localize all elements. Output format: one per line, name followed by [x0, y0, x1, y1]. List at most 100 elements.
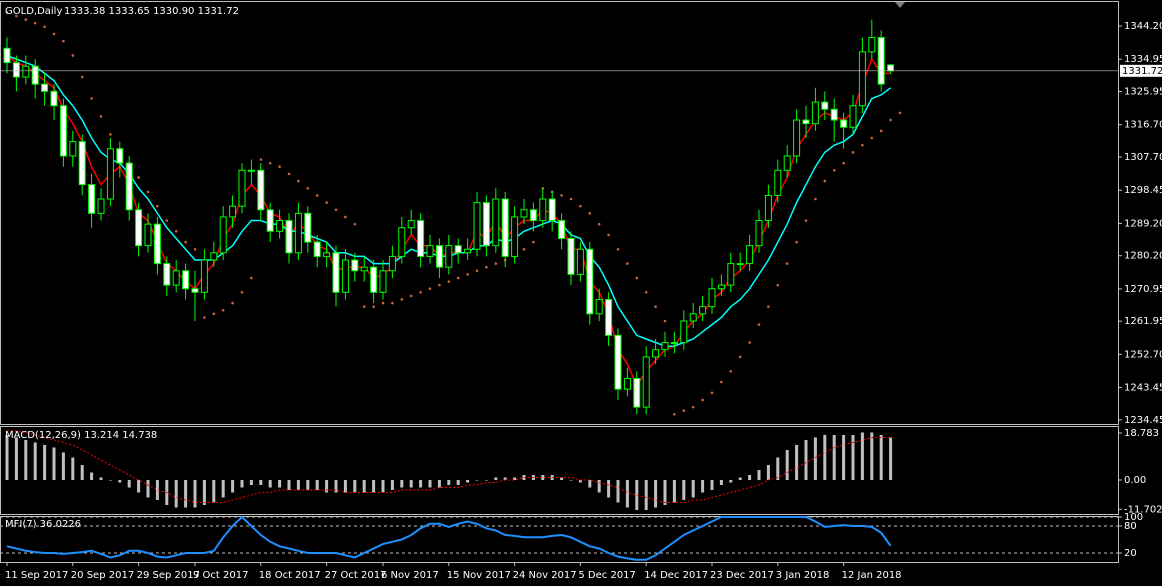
sar-dot	[795, 240, 798, 244]
candle-body	[313, 241, 321, 257]
quote: 1333.38 1333.65 1330.90 1331.72	[64, 6, 239, 17]
candle-body	[182, 270, 190, 290]
y-tick-label: 1280.20	[1124, 251, 1162, 262]
macd-bar	[541, 474, 545, 480]
macd-bar	[43, 444, 47, 480]
sar-dot	[720, 380, 723, 384]
candle-body	[877, 37, 885, 85]
candle-body	[59, 105, 67, 157]
candle-body	[3, 47, 11, 64]
candle-body	[219, 216, 227, 254]
sar-dot	[297, 179, 300, 183]
sar-dot	[654, 305, 657, 308]
candle-body	[106, 148, 114, 200]
sar-dot	[24, 18, 28, 21]
macd-signal	[6, 429, 891, 503]
sar-dot	[785, 262, 789, 265]
sar-dot	[663, 319, 667, 323]
candle-body	[22, 65, 30, 78]
sar-dot	[588, 212, 592, 215]
macd-bar	[268, 479, 272, 488]
macd-bar	[823, 434, 827, 480]
macd-bar	[71, 457, 75, 480]
candle-body	[445, 245, 453, 268]
sar-dot	[306, 186, 310, 190]
sar-dot	[372, 305, 375, 308]
sar-dot	[278, 165, 281, 169]
candle-body	[294, 212, 302, 254]
candle-body	[210, 252, 218, 261]
sar-dot	[701, 398, 704, 402]
macd-bar	[757, 469, 761, 480]
macd-bar	[353, 479, 357, 493]
sar-dot	[62, 39, 65, 43]
candle-body	[285, 220, 293, 254]
candle-body	[849, 105, 857, 128]
candle-body	[398, 227, 406, 257]
sar-dot	[52, 32, 56, 36]
sar-dot	[851, 151, 855, 154]
candle-body	[78, 141, 86, 186]
macd-bar	[851, 434, 855, 480]
sar-dot	[15, 14, 18, 18]
sar-dot	[137, 176, 140, 179]
y-tick-label: 18.783	[1124, 428, 1159, 439]
candle-body	[163, 263, 171, 286]
y-tick-label: 1334.95	[1124, 54, 1162, 65]
x-tick-label: 6 Nov 2017	[381, 570, 439, 581]
sar-dot	[607, 233, 610, 237]
y-tick-label: 1289.20	[1124, 218, 1162, 229]
macd-bar	[249, 479, 253, 485]
candle-body	[868, 37, 876, 53]
macd-bar	[231, 479, 235, 493]
candle-body	[69, 141, 77, 157]
candle-body	[144, 223, 152, 247]
candle-body	[464, 248, 472, 254]
candle-body	[680, 320, 688, 344]
candle-body	[407, 220, 415, 229]
sar-dot	[814, 197, 817, 201]
macd-bar	[184, 479, 188, 508]
candle-body	[454, 245, 462, 254]
macd-bar	[860, 432, 864, 480]
candle-body	[520, 209, 528, 218]
candle-body	[88, 184, 96, 214]
macd-bar	[315, 479, 319, 491]
y-tick-label: 1344.20	[1124, 21, 1162, 32]
y-tick-label: 80	[1124, 521, 1137, 532]
macd-bar	[14, 437, 18, 480]
macd-bar	[466, 479, 470, 483]
candle-body	[793, 119, 801, 157]
candle-body	[276, 220, 284, 232]
macd-bar	[90, 472, 94, 480]
y-tick-label: 20	[1124, 548, 1137, 559]
sar-dot	[344, 215, 347, 219]
macd-bar	[607, 479, 611, 498]
candle-body	[229, 205, 237, 218]
sar-dot	[353, 222, 357, 226]
shift-marker	[895, 2, 905, 8]
macd-bar	[259, 479, 263, 485]
macd-bar	[710, 479, 714, 491]
candle-body	[12, 62, 20, 78]
macd-bar	[390, 479, 394, 491]
candle-body	[567, 237, 575, 275]
candle-body	[191, 288, 199, 293]
macd-bar	[560, 477, 564, 480]
x-tick-label: 11 Sep 2017	[5, 570, 68, 581]
sar-dot	[579, 204, 582, 208]
candle-body	[633, 377, 641, 408]
y-tick-label: 1325.95	[1124, 87, 1162, 98]
sar-dot	[362, 305, 366, 308]
macd-bar	[813, 437, 817, 480]
macd-bar	[738, 477, 742, 480]
candle-body	[304, 212, 312, 243]
macd-bar	[24, 439, 28, 480]
x-tick-label: 15 Nov 2017	[447, 570, 511, 581]
x-tick-label: 29 Sep 2017	[137, 570, 200, 581]
candle-body	[699, 306, 707, 315]
sar-dot	[5, 11, 9, 14]
candle-body	[360, 266, 368, 272]
candle-body	[482, 202, 490, 247]
sar-dot	[400, 298, 404, 301]
